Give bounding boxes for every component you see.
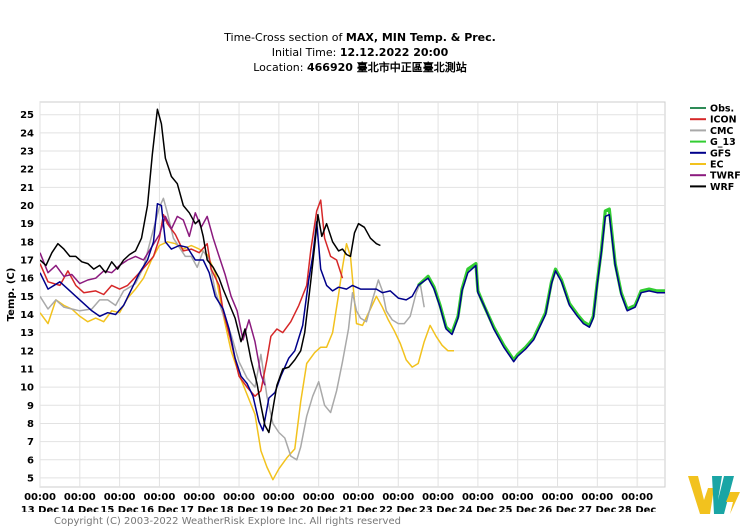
x-tick-date-label: 22 Dec — [379, 505, 417, 512]
x-tick-time-label: 00:00 — [263, 492, 295, 503]
x-tick-time-label: 00:00 — [343, 492, 375, 503]
y-tick-label: 23 — [20, 147, 34, 158]
y-tick-label: 7 — [27, 437, 34, 448]
y-tick-label: 8 — [27, 419, 34, 430]
x-tick-time-label: 00:00 — [303, 492, 335, 503]
x-tick-date-label: 18 Dec — [220, 505, 258, 512]
x-tick-time-label: 00:00 — [621, 492, 653, 503]
y-tick-label: 19 — [20, 219, 34, 230]
legend-label: ICON — [710, 115, 737, 126]
x-tick-time-label: 00:00 — [502, 492, 534, 503]
y-axis-label: Temp. (C) — [6, 268, 17, 322]
x-tick-date-label: 25 Dec — [498, 505, 536, 512]
x-tick-time-label: 00:00 — [382, 492, 414, 503]
legend-label: EC — [710, 160, 723, 171]
copyright-text: Copyright (C) 2003-2022 WeatherRisk Expl… — [54, 516, 401, 527]
y-tick-label: 10 — [20, 383, 34, 394]
series-line-wrf — [40, 108, 381, 434]
y-tick-label: 20 — [20, 201, 34, 212]
temperature-chart: 5 6 7 8 9 10 11 12 13 14 15 16 17 18 19 20 21 22 23 24 25 00:… — [6, 101, 741, 512]
series-line-twrf — [40, 212, 266, 386]
x-tick-date-label: 28 Dec — [618, 505, 656, 512]
legend-label: Obs. — [710, 104, 734, 115]
x-tick-time-label: 00:00 — [223, 492, 255, 503]
x-tick-date-label: 17 Dec — [180, 505, 218, 512]
x-tick-date-label: 15 Dec — [100, 505, 138, 512]
y-tick-label: 12 — [20, 346, 34, 357]
x-tick-time-label: 00:00 — [24, 492, 56, 503]
chart-title: Time-Cross section of MAX, MIN Temp. & P… — [224, 31, 496, 44]
x-tick-time-label: 00:00 — [183, 492, 215, 503]
legend-label: G_13 — [710, 137, 736, 148]
y-tick-label: 17 — [20, 255, 34, 266]
chart-initial-time: Initial Time: 12.12.2022 20:00 — [271, 46, 449, 59]
x-tick-date-label: 26 Dec — [538, 505, 576, 512]
series-line-icon — [40, 199, 344, 397]
series-line-cmc — [40, 197, 425, 461]
legend-label: CMC — [710, 126, 733, 137]
x-tick-date-label: 27 Dec — [578, 505, 616, 512]
y-tick-label: 13 — [20, 328, 34, 339]
x-tick-time-label: 00:00 — [422, 492, 454, 503]
x-tick-date-label: 14 Dec — [61, 505, 99, 512]
weatherrisk-w-logo-icon — [688, 476, 740, 514]
y-tick-label: 6 — [27, 455, 34, 466]
y-tick-label: 5 — [27, 473, 34, 484]
series-line-g13 — [417, 207, 665, 362]
y-tick-label: 9 — [27, 401, 34, 412]
y-tick-label: 24 — [20, 128, 34, 139]
y-tick-label: 11 — [20, 364, 34, 375]
y-tick-label: 14 — [20, 310, 34, 321]
x-tick-date-label: 23 Dec — [419, 505, 457, 512]
chart-title-block: Time-Cross section of MAX, MIN Temp. & P… — [170, 30, 550, 75]
x-tick-date-label: 21 Dec — [339, 505, 377, 512]
y-tick-label: 25 — [20, 110, 34, 121]
x-tick-time-label: 00:00 — [64, 492, 96, 503]
legend-label: WRF — [710, 182, 734, 193]
y-tick-label: 18 — [20, 237, 34, 248]
x-tick-date-label: 13 Dec — [21, 505, 59, 512]
y-tick-label: 22 — [20, 165, 34, 176]
x-tick-time-label: 00:00 — [144, 492, 176, 503]
y-tick-label: 15 — [20, 292, 34, 303]
legend-label: TWRF — [710, 171, 741, 182]
series-line-ec — [40, 241, 454, 481]
x-tick-time-label: 00:00 — [581, 492, 613, 503]
x-tick-date-label: 24 Dec — [459, 505, 497, 512]
x-tick-date-label: 16 Dec — [140, 505, 178, 512]
legend-label: GFS — [710, 148, 731, 159]
x-tick-date-label: 19 Dec — [260, 505, 298, 512]
x-tick-time-label: 00:00 — [462, 492, 494, 503]
x-tick-time-label: 00:00 — [104, 492, 136, 503]
chart-location: Location: 466920 臺北市中正區臺北測站 — [253, 61, 467, 74]
x-tick-time-label: 00:00 — [542, 492, 574, 503]
y-tick-label: 21 — [20, 183, 34, 194]
series-line-gfs — [40, 202, 665, 432]
x-tick-date-label: 20 Dec — [299, 505, 337, 512]
y-tick-label: 16 — [20, 274, 34, 285]
